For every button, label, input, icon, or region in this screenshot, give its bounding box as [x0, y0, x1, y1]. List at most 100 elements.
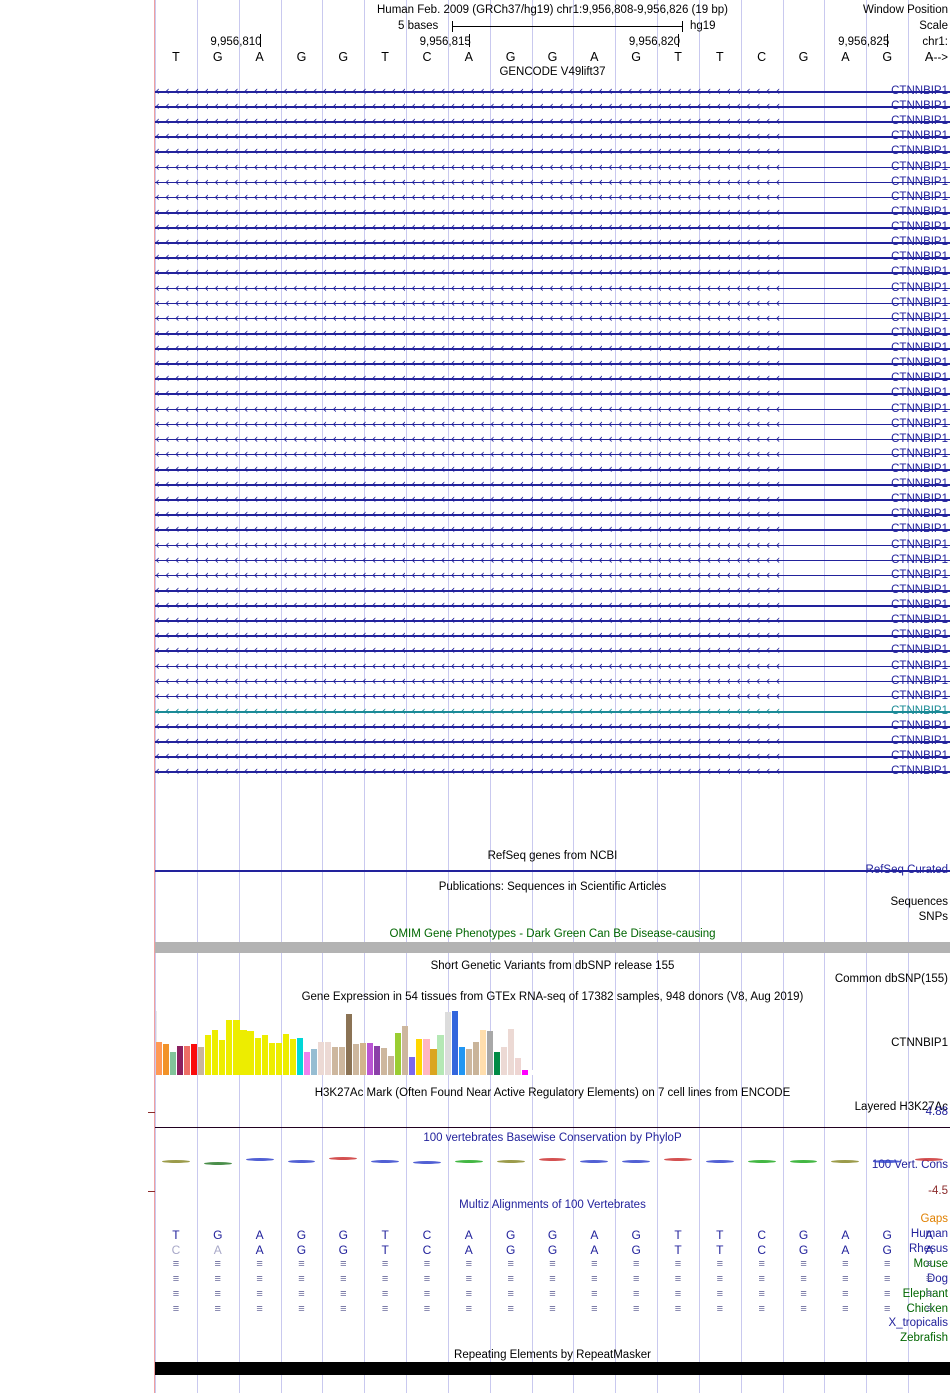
conservation-wiggle[interactable] [155, 1128, 950, 1192]
gtex-tissue-bar[interactable] [226, 1019, 233, 1075]
gtex-tissue-bar[interactable] [205, 1035, 212, 1075]
gencode-transcript-row[interactable]: ‹‹‹‹‹‹‹‹‹‹‹‹‹‹‹‹‹‹‹‹‹‹‹‹‹‹‹‹‹‹‹‹‹‹‹‹‹‹‹‹… [155, 689, 950, 704]
gencode-transcript-row[interactable]: ‹‹‹‹‹‹‹‹‹‹‹‹‹‹‹‹‹‹‹‹‹‹‹‹‹‹‹‹‹‹‹‹‹‹‹‹‹‹‹‹… [155, 522, 950, 537]
gencode-transcript-row[interactable]: ‹‹‹‹‹‹‹‹‹‹‹‹‹‹‹‹‹‹‹‹‹‹‹‹‹‹‹‹‹‹‹‹‹‹‹‹‹‹‹‹… [155, 311, 950, 326]
gtex-tissue-bar[interactable] [395, 1032, 402, 1075]
gtex-tissue-bar[interactable] [353, 1044, 360, 1075]
gencode-transcript-row[interactable]: ‹‹‹‹‹‹‹‹‹‹‹‹‹‹‹‹‹‹‹‹‹‹‹‹‹‹‹‹‹‹‹‹‹‹‹‹‹‹‹‹… [155, 386, 950, 401]
gtex-tissue-bar[interactable] [303, 1051, 310, 1075]
gaps-label[interactable]: Gaps [920, 1213, 949, 1225]
gtex-tissue-bar[interactable] [296, 1037, 303, 1075]
gencode-transcript-row[interactable]: ‹‹‹‹‹‹‹‹‹‹‹‹‹‹‹‹‹‹‹‹‹‹‹‹‹‹‹‹‹‹‹‹‹‹‹‹‹‹‹‹… [155, 447, 950, 462]
gtex-tissue-bar[interactable] [268, 1043, 275, 1075]
gtex-tissue-bar[interactable] [163, 1044, 170, 1075]
gtex-tissue-bar[interactable] [261, 1035, 268, 1075]
gencode-transcript-row[interactable]: ‹‹‹‹‹‹‹‹‹‹‹‹‹‹‹‹‹‹‹‹‹‹‹‹‹‹‹‹‹‹‹‹‹‹‹‹‹‹‹‹… [155, 417, 950, 432]
gencode-transcript-row[interactable]: ‹‹‹‹‹‹‹‹‹‹‹‹‹‹‹‹‹‹‹‹‹‹‹‹‹‹‹‹‹‹‹‹‹‹‹‹‹‹‹‹… [155, 402, 950, 417]
gtex-tissue-bar[interactable] [240, 1030, 247, 1075]
gencode-transcript-row[interactable]: ‹‹‹‹‹‹‹‹‹‹‹‹‹‹‹‹‹‹‹‹‹‹‹‹‹‹‹‹‹‹‹‹‹‹‹‹‹‹‹‹… [155, 129, 950, 144]
h3k27ac-label[interactable]: Layered H3K27Ac [854, 1101, 948, 1113]
gencode-transcript-row[interactable]: ‹‹‹‹‹‹‹‹‹‹‹‹‹‹‹‹‹‹‹‹‹‹‹‹‹‹‹‹‹‹‹‹‹‹‹‹‹‹‹‹… [155, 356, 950, 371]
gtex-tissue-bar[interactable] [219, 1040, 226, 1075]
gencode-transcript-row[interactable]: ‹‹‹‹‹‹‹‹‹‹‹‹‹‹‹‹‹‹‹‹‹‹‹‹‹‹‹‹‹‹‹‹‹‹‹‹‹‹‹‹… [155, 538, 950, 553]
gtex-tissue-bar[interactable] [472, 1041, 479, 1075]
gtex-tissue-bar[interactable] [275, 1043, 282, 1075]
gtex-tissue-bar[interactable] [444, 1012, 451, 1075]
gtex-tissue-bar[interactable] [191, 1044, 198, 1075]
gencode-transcript-row[interactable]: ‹‹‹‹‹‹‹‹‹‹‹‹‹‹‹‹‹‹‹‹‹‹‹‹‹‹‹‹‹‹‹‹‹‹‹‹‹‹‹‹… [155, 144, 950, 159]
gencode-transcript-row[interactable]: ‹‹‹‹‹‹‹‹‹‹‹‹‹‹‹‹‹‹‹‹‹‹‹‹‹‹‹‹‹‹‹‹‹‹‹‹‹‹‹‹… [155, 220, 950, 235]
gtex-tissue-bar[interactable] [184, 1045, 191, 1075]
gencode-transcript-row[interactable]: ‹‹‹‹‹‹‹‹‹‹‹‹‹‹‹‹‹‹‹‹‹‹‹‹‹‹‹‹‹‹‹‹‹‹‹‹‹‹‹‹… [155, 598, 950, 613]
gencode-transcript-row[interactable]: ‹‹‹‹‹‹‹‹‹‹‹‹‹‹‹‹‹‹‹‹‹‹‹‹‹‹‹‹‹‹‹‹‹‹‹‹‹‹‹‹… [155, 205, 950, 220]
gencode-transcript-row[interactable]: ‹‹‹‹‹‹‹‹‹‹‹‹‹‹‹‹‹‹‹‹‹‹‹‹‹‹‹‹‹‹‹‹‹‹‹‹‹‹‹‹… [155, 734, 950, 749]
multiz-species-label[interactable]: Rhesus [909, 1242, 948, 1255]
gencode-transcript-row[interactable]: ‹‹‹‹‹‹‹‹‹‹‹‹‹‹‹‹‹‹‹‹‹‹‹‹‹‹‹‹‹‹‹‹‹‹‹‹‹‹‹‹… [155, 568, 950, 583]
gencode-transcript-row[interactable]: ‹‹‹‹‹‹‹‹‹‹‹‹‹‹‹‹‹‹‹‹‹‹‹‹‹‹‹‹‹‹‹‹‹‹‹‹‹‹‹‹… [155, 114, 950, 129]
gencode-transcript-row[interactable]: ‹‹‹‹‹‹‹‹‹‹‹‹‹‹‹‹‹‹‹‹‹‹‹‹‹‹‹‹‹‹‹‹‹‹‹‹‹‹‹‹… [155, 235, 950, 250]
gtex-tissue-bar[interactable] [437, 1035, 444, 1075]
gencode-transcript-row[interactable]: ‹‹‹‹‹‹‹‹‹‹‹‹‹‹‹‹‹‹‹‹‹‹‹‹‹‹‹‹‹‹‹‹‹‹‹‹‹‹‹‹… [155, 704, 950, 719]
gtex-tissue-bar[interactable] [254, 1037, 261, 1075]
gtex-tissue-bar[interactable] [331, 1046, 339, 1075]
gtex-tissue-bar[interactable] [409, 1057, 416, 1075]
publications-snps-label[interactable]: SNPs [918, 911, 948, 923]
gencode-transcript-row[interactable]: ‹‹‹‹‹‹‹‹‹‹‹‹‹‹‹‹‹‹‹‹‹‹‹‹‹‹‹‹‹‹‹‹‹‹‹‹‹‹‹‹… [155, 371, 950, 386]
multiz-species-label[interactable]: Dog [926, 1272, 948, 1285]
gtex-tissue-bar[interactable] [528, 1069, 536, 1075]
gencode-transcript-row[interactable]: ‹‹‹‹‹‹‹‹‹‹‹‹‹‹‹‹‹‹‹‹‹‹‹‹‹‹‹‹‹‹‹‹‹‹‹‹‹‹‹‹… [155, 250, 950, 265]
gtex-tissue-bar[interactable] [493, 1051, 500, 1075]
gtex-tissue-bar[interactable] [500, 1046, 507, 1075]
gtex-tissue-bar[interactable] [338, 1046, 346, 1075]
gencode-transcript-row[interactable]: ‹‹‹‹‹‹‹‹‹‹‹‹‹‹‹‹‹‹‹‹‹‹‹‹‹‹‹‹‹‹‹‹‹‹‹‹‹‹‹‹… [155, 84, 950, 99]
gtex-tissue-bar[interactable] [430, 1049, 437, 1075]
gencode-transcript-row[interactable]: ‹‹‹‹‹‹‹‹‹‹‹‹‹‹‹‹‹‹‹‹‹‹‹‹‹‹‹‹‹‹‹‹‹‹‹‹‹‹‹‹… [155, 99, 950, 114]
gencode-transcript-row[interactable]: ‹‹‹‹‹‹‹‹‹‹‹‹‹‹‹‹‹‹‹‹‹‹‹‹‹‹‹‹‹‹‹‹‹‹‹‹‹‹‹‹… [155, 659, 950, 674]
gtex-tissue-bar[interactable] [507, 1028, 514, 1075]
gtex-tissue-bar[interactable] [486, 1031, 493, 1075]
gtex-tissue-bar[interactable] [156, 1041, 163, 1075]
gtex-tissue-bar[interactable] [177, 1045, 184, 1075]
gencode-transcript-row[interactable]: ‹‹‹‹‹‹‹‹‹‹‹‹‹‹‹‹‹‹‹‹‹‹‹‹‹‹‹‹‹‹‹‹‹‹‹‹‹‹‹‹… [155, 613, 950, 628]
gtex-tissue-bar[interactable] [346, 1013, 353, 1075]
gtex-tissue-bar[interactable] [458, 1046, 465, 1075]
gencode-transcript-row[interactable]: ‹‹‹‹‹‹‹‹‹‹‹‹‹‹‹‹‹‹‹‹‹‹‹‹‹‹‹‹‹‹‹‹‹‹‹‹‹‹‹‹… [155, 749, 950, 764]
gencode-transcript-row[interactable]: ‹‹‹‹‹‹‹‹‹‹‹‹‹‹‹‹‹‹‹‹‹‹‹‹‹‹‹‹‹‹‹‹‹‹‹‹‹‹‹‹… [155, 507, 950, 522]
gtex-tissue-bar[interactable] [233, 1019, 240, 1075]
gtex-tissue-bar[interactable] [388, 1055, 395, 1075]
gtex-tissue-bar[interactable] [416, 1039, 423, 1075]
gtex-tissue-bar[interactable] [282, 1034, 289, 1075]
gencode-transcript-row[interactable]: ‹‹‹‹‹‹‹‹‹‹‹‹‹‹‹‹‹‹‹‹‹‹‹‹‹‹‹‹‹‹‹‹‹‹‹‹‹‹‹‹… [155, 296, 950, 311]
repeatmasker-bar[interactable] [155, 1362, 950, 1375]
gencode-transcript-row[interactable]: ‹‹‹‹‹‹‹‹‹‹‹‹‹‹‹‹‹‹‹‹‹‹‹‹‹‹‹‹‹‹‹‹‹‹‹‹‹‹‹‹… [155, 643, 950, 658]
gtex-tissue-bar[interactable] [381, 1048, 388, 1075]
gtex-tissue-bar[interactable] [170, 1051, 177, 1075]
gtex-tissue-bar[interactable] [212, 1030, 219, 1075]
gtex-bar-chart[interactable] [156, 1011, 536, 1075]
gtex-tissue-bar[interactable] [479, 1030, 486, 1075]
gtex-tissue-bar[interactable] [198, 1046, 205, 1075]
gencode-transcript-row[interactable]: ‹‹‹‹‹‹‹‹‹‹‹‹‹‹‹‹‹‹‹‹‹‹‹‹‹‹‹‹‹‹‹‹‹‹‹‹‹‹‹‹… [155, 190, 950, 205]
gtex-tissue-bar[interactable] [465, 1049, 472, 1075]
omim-gene-bar[interactable] [155, 942, 950, 953]
gencode-transcript-row[interactable]: ‹‹‹‹‹‹‹‹‹‹‹‹‹‹‹‹‹‹‹‹‹‹‹‹‹‹‹‹‹‹‹‹‹‹‹‹‹‹‹‹… [155, 583, 950, 598]
gtex-tissue-bar[interactable] [317, 1041, 324, 1075]
gtex-tissue-bar[interactable] [247, 1031, 254, 1075]
gencode-transcript-row[interactable]: ‹‹‹‹‹‹‹‹‹‹‹‹‹‹‹‹‹‹‹‹‹‹‹‹‹‹‹‹‹‹‹‹‹‹‹‹‹‹‹‹… [155, 462, 950, 477]
multiz-species-label[interactable]: Human [910, 1228, 948, 1240]
gtex-tissue-bar[interactable] [451, 1011, 458, 1075]
gtex-tissue-bar[interactable] [521, 1069, 529, 1075]
gencode-transcript-row[interactable]: ‹‹‹‹‹‹‹‹‹‹‹‹‹‹‹‹‹‹‹‹‹‹‹‹‹‹‹‹‹‹‹‹‹‹‹‹‹‹‹‹… [155, 160, 950, 175]
gtex-gene-label[interactable]: CTNNBIP1 [891, 1037, 948, 1049]
gtex-tissue-bar[interactable] [423, 1039, 430, 1075]
publications-sequences-label[interactable]: Sequences [890, 896, 948, 908]
gencode-transcript-row[interactable]: ‹‹‹‹‹‹‹‹‹‹‹‹‹‹‹‹‹‹‹‹‹‹‹‹‹‹‹‹‹‹‹‹‹‹‹‹‹‹‹‹… [155, 553, 950, 568]
multiz-species-label[interactable]: Mouse [913, 1257, 948, 1270]
gencode-transcript-row[interactable]: ‹‹‹‹‹‹‹‹‹‹‹‹‹‹‹‹‹‹‹‹‹‹‹‹‹‹‹‹‹‹‹‹‹‹‹‹‹‹‹‹… [155, 265, 950, 280]
gencode-transcript-row[interactable]: ‹‹‹‹‹‹‹‹‹‹‹‹‹‹‹‹‹‹‹‹‹‹‹‹‹‹‹‹‹‹‹‹‹‹‹‹‹‹‹‹… [155, 175, 950, 190]
gencode-transcript-row[interactable]: ‹‹‹‹‹‹‹‹‹‹‹‹‹‹‹‹‹‹‹‹‹‹‹‹‹‹‹‹‹‹‹‹‹‹‹‹‹‹‹‹… [155, 628, 950, 643]
gtex-tissue-bar[interactable] [367, 1043, 374, 1075]
multiz-species-label[interactable]: Zebrafish [900, 1332, 948, 1345]
gtex-tissue-bar[interactable] [374, 1045, 381, 1075]
